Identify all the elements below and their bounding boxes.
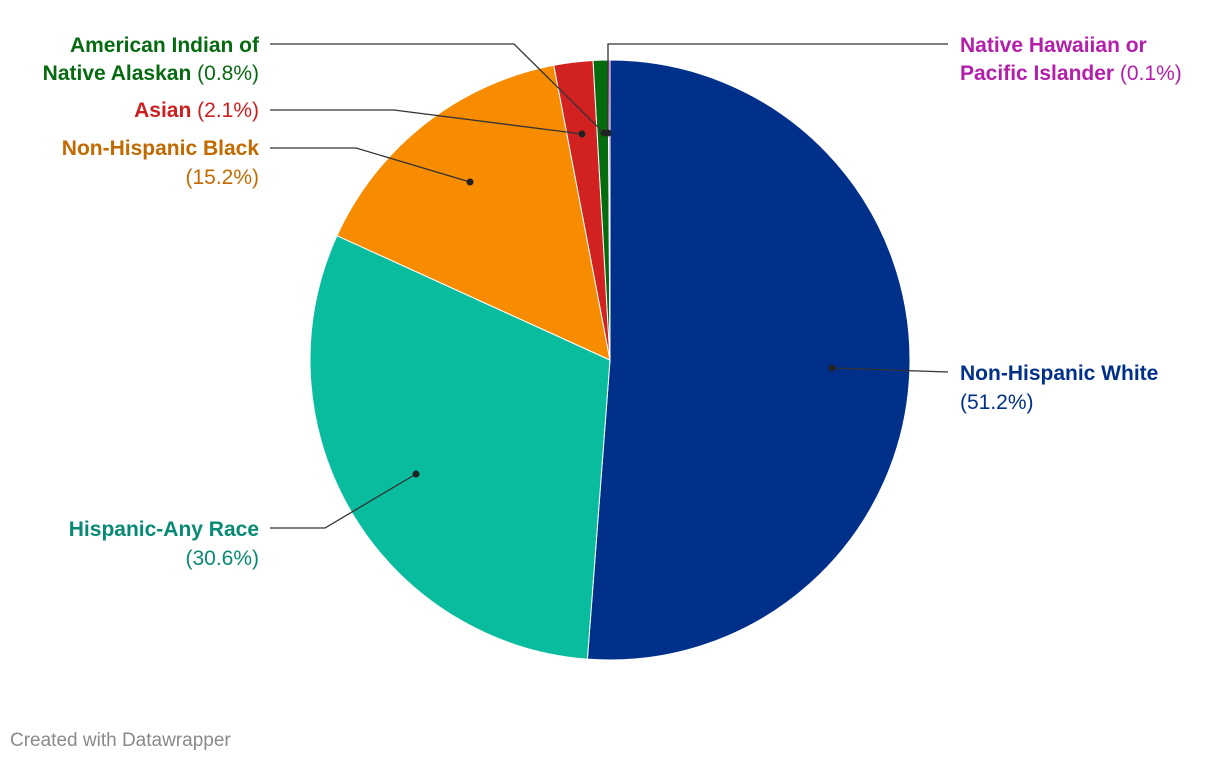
label-hispanic-any-race-name: Hispanic-Any Race — [69, 518, 259, 541]
leader-dot-hispanic-any-race — [412, 470, 420, 478]
label-non-hispanic-white: Non-Hispanic White — [960, 362, 1158, 385]
leader-dot-non-hispanic-white — [828, 364, 836, 372]
leader-line-american-indian — [270, 43, 605, 134]
value-native-hawaiian: (0.1%) — [1120, 62, 1182, 85]
pie-slices — [309, 59, 911, 661]
slice-non-hispanic-white — [586, 59, 911, 661]
label-non-hispanic-black: Non-Hispanic Black — [62, 137, 260, 160]
leader-dot-native-hawaiian — [604, 129, 612, 137]
value-non-hispanic-white: (51.2%) — [960, 391, 1034, 414]
label-native-hawaiian-line2: Pacific Islander (0.1%) — [960, 62, 1182, 85]
label-asian-name: Asian — [134, 99, 191, 122]
label-hispanic-any-race: Hispanic-Any Race — [69, 518, 259, 541]
datawrapper-credit: Created with Datawrapper — [10, 730, 231, 751]
label-american-indian-line2-name: Native Alaskan — [43, 62, 197, 85]
label-native-hawaiian-line1: Native Hawaiian or — [960, 34, 1147, 57]
leader-line-asian — [270, 109, 583, 135]
leader-line-hispanic-any-race — [270, 473, 417, 529]
slice-labels: Non-Hispanic White (51.2%) Hispanic-Any … — [43, 34, 1182, 570]
value-non-hispanic-black: (15.2%) — [185, 166, 259, 189]
slice-non-hispanic-black — [336, 64, 611, 361]
label-american-indian-line2: Native Alaskan (0.8%) — [43, 62, 259, 85]
leader-dot-non-hispanic-black — [466, 178, 474, 186]
value-asian: (2.1%) — [197, 99, 259, 122]
label-non-hispanic-black-name: Non-Hispanic Black — [62, 137, 260, 160]
leader-dot-asian — [578, 130, 586, 138]
label-asian: Asian (2.1%) — [134, 99, 259, 122]
label-non-hispanic-white-name: Non-Hispanic White — [960, 362, 1158, 385]
leader-line-non-hispanic-black — [270, 147, 471, 183]
leader-line-non-hispanic-white — [831, 367, 949, 373]
leader-line-native-hawaiian — [607, 43, 948, 133]
label-native-hawaiian-line2-name: Pacific Islander — [960, 62, 1120, 85]
value-hispanic-any-race: (30.6%) — [185, 547, 259, 570]
value-american-indian: (0.8%) — [197, 62, 259, 85]
leader-lines — [270, 43, 949, 529]
label-american-indian-line1: American Indian of — [70, 34, 260, 57]
